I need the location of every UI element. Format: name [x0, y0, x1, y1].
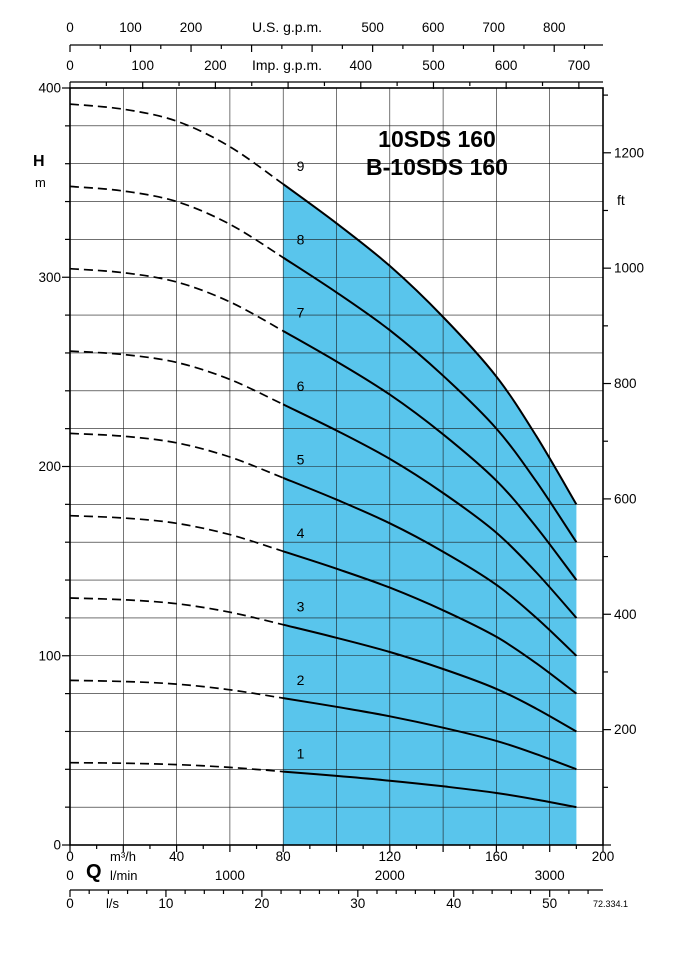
axis-title-head: H	[33, 153, 45, 170]
svg-text:80: 80	[276, 849, 291, 864]
svg-text:1: 1	[297, 745, 305, 761]
svg-text:500: 500	[361, 20, 384, 35]
axis-title-flow: Q	[86, 861, 102, 883]
svg-text:2000: 2000	[375, 868, 405, 883]
page-title: 10SDS 160	[378, 126, 496, 152]
svg-text:0: 0	[66, 868, 74, 883]
svg-text:600: 600	[422, 20, 445, 35]
axis-unit-ls: l/s	[106, 896, 119, 911]
axis-unit-m3h: m³/h	[110, 849, 136, 864]
svg-text:0: 0	[66, 849, 74, 864]
svg-text:500: 500	[422, 58, 445, 73]
svg-text:400: 400	[38, 81, 61, 96]
svg-text:200: 200	[204, 58, 227, 73]
svg-text:30: 30	[350, 896, 365, 911]
svg-text:0: 0	[53, 838, 61, 853]
svg-text:400: 400	[614, 607, 637, 622]
svg-text:800: 800	[614, 376, 637, 391]
svg-text:4: 4	[297, 525, 305, 541]
svg-text:100: 100	[131, 58, 154, 73]
svg-text:600: 600	[495, 58, 518, 73]
svg-text:10: 10	[158, 896, 173, 911]
svg-text:1000: 1000	[215, 868, 245, 883]
svg-text:8: 8	[297, 231, 305, 247]
svg-text:40: 40	[169, 849, 184, 864]
svg-text:100: 100	[38, 648, 61, 663]
svg-text:200: 200	[614, 722, 637, 737]
svg-text:700: 700	[482, 20, 505, 35]
svg-text:0: 0	[66, 20, 74, 35]
svg-text:200: 200	[180, 20, 203, 35]
svg-text:700: 700	[568, 58, 591, 73]
svg-text:3: 3	[297, 598, 305, 614]
svg-text:5: 5	[297, 452, 305, 468]
svg-text:200: 200	[38, 459, 61, 474]
svg-text:300: 300	[38, 270, 61, 285]
svg-text:9: 9	[297, 158, 305, 174]
svg-text:200: 200	[592, 849, 615, 864]
axis-title-us-gpm: U.S. g.p.m.	[251, 19, 323, 35]
svg-text:3000: 3000	[535, 868, 565, 883]
axis-unit-lmin: l/min	[110, 868, 138, 883]
svg-text:160: 160	[485, 849, 508, 864]
svg-text:120: 120	[379, 849, 402, 864]
svg-text:2: 2	[297, 672, 305, 688]
axis-unit-feet: ft	[617, 192, 625, 208]
svg-text:0: 0	[66, 896, 74, 911]
svg-text:600: 600	[614, 491, 637, 506]
reference-number: 72.334.1	[593, 899, 629, 909]
svg-text:7: 7	[297, 305, 305, 321]
svg-text:50: 50	[542, 896, 557, 911]
svg-text:100: 100	[119, 20, 142, 35]
axis-title-imp-gpm: Imp. g.p.m.	[251, 57, 323, 73]
svg-text:1000: 1000	[614, 261, 644, 276]
svg-text:20: 20	[254, 896, 269, 911]
page-subtitle: B-10SDS 160	[366, 154, 508, 180]
axis-unit-meters: m	[35, 175, 46, 190]
svg-text:400: 400	[350, 58, 373, 73]
svg-text:40: 40	[446, 896, 461, 911]
svg-text:1200: 1200	[614, 145, 644, 160]
svg-text:800: 800	[543, 20, 566, 35]
svg-text:6: 6	[297, 378, 305, 394]
svg-text:0: 0	[66, 58, 74, 73]
